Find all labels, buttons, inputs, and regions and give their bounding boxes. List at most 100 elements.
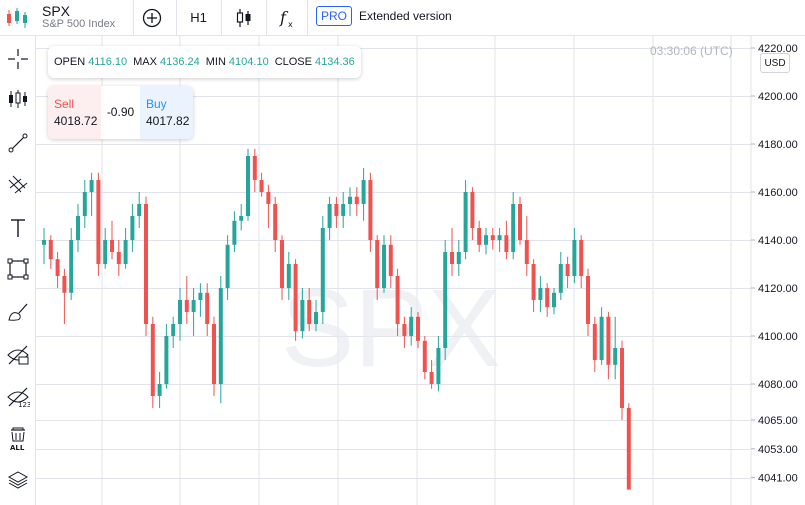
rectangle-tool[interactable] — [4, 255, 32, 283]
candle — [436, 336, 441, 392]
candle — [110, 220, 114, 260]
candle-body — [150, 324, 155, 396]
crosshair-tool[interactable] — [4, 45, 32, 73]
candle-body — [55, 259, 60, 276]
trendline-tool[interactable] — [4, 129, 32, 157]
candle-body — [123, 240, 128, 264]
utc-clock: 03:30:06 (UTC) — [650, 44, 733, 58]
add-indicator-button[interactable] — [134, 0, 170, 35]
candle — [320, 216, 325, 324]
candle-body — [416, 316, 420, 341]
max-label: MAX — [133, 56, 157, 68]
sell-button[interactable]: Sell 4018.72 — [48, 86, 101, 139]
candle-body — [341, 204, 346, 216]
candle — [531, 259, 536, 312]
sell-label: Sell — [54, 97, 75, 111]
candle-body — [518, 204, 522, 240]
brush-tool[interactable] — [4, 298, 32, 326]
y-tick-label: 4200.00 — [758, 91, 798, 103]
candle — [252, 148, 257, 192]
candle-body — [218, 288, 223, 384]
hide-drawings-tool[interactable] — [4, 341, 32, 369]
candle — [96, 172, 101, 276]
candle — [48, 235, 53, 269]
svg-text:x: x — [288, 20, 293, 29]
candle — [273, 196, 278, 252]
currency-button[interactable]: USD — [760, 53, 790, 73]
candle — [293, 259, 298, 341]
candle — [382, 235, 386, 293]
svg-text:123: 123 — [18, 401, 30, 408]
candle-body — [320, 228, 325, 312]
candles-tool[interactable] — [4, 85, 32, 113]
candle-body — [572, 240, 577, 276]
candle-body — [286, 264, 291, 288]
candle-body — [620, 348, 624, 408]
pro-badge[interactable]: PRO — [316, 6, 353, 26]
buy-price: 4017.82 — [146, 114, 190, 128]
extended-version-link[interactable]: Extended version — [359, 9, 452, 23]
candle — [69, 228, 74, 300]
candle-body — [246, 156, 250, 216]
candle — [62, 268, 67, 324]
candle — [599, 307, 604, 365]
candle — [375, 235, 380, 300]
chart-type-button[interactable] — [222, 0, 265, 35]
candle-body — [443, 252, 448, 348]
spread-value: -0.90 — [106, 105, 135, 119]
candle-body — [137, 204, 142, 216]
candle-body — [314, 312, 318, 324]
candle — [171, 316, 176, 348]
candle-body — [212, 324, 216, 384]
candle — [157, 372, 162, 408]
candle — [429, 360, 434, 389]
candle-body — [382, 244, 386, 288]
layers-tool[interactable] — [4, 466, 32, 494]
plus-circle-icon — [142, 8, 162, 27]
candle — [518, 196, 522, 245]
hide-indicators-tool[interactable]: 123 — [4, 383, 32, 411]
symbol-ticker[interactable]: SPX — [42, 3, 71, 19]
hide-drawings-icon — [7, 345, 29, 365]
buy-button[interactable]: Buy 4017.82 — [140, 86, 193, 139]
candle — [545, 283, 550, 317]
candle-body — [300, 300, 305, 332]
text-tool[interactable] — [4, 214, 32, 242]
candle-body — [402, 324, 407, 336]
timeframe-button[interactable]: H1 — [190, 10, 207, 25]
candle — [443, 240, 448, 360]
candles — [42, 148, 631, 490]
candle — [613, 316, 618, 380]
candle-body — [239, 216, 244, 221]
candle — [395, 268, 400, 336]
svg-text:ALL: ALL — [10, 444, 25, 451]
candle-body — [477, 228, 482, 245]
candle-body — [164, 336, 169, 384]
candle — [89, 172, 94, 216]
candle — [246, 148, 250, 221]
candle-body — [89, 180, 94, 192]
pitchfork-tool[interactable] — [4, 171, 32, 199]
remove-all-tool[interactable]: ALL — [4, 425, 32, 453]
pitchfork-icon — [8, 175, 28, 194]
candle — [592, 316, 597, 372]
candle — [259, 172, 264, 197]
candle — [191, 288, 196, 336]
candle — [239, 204, 244, 231]
min-value: 4104.10 — [228, 56, 269, 68]
candle-body — [552, 292, 556, 308]
candle-body — [565, 264, 570, 276]
candle-body — [48, 240, 53, 260]
candle — [103, 228, 108, 269]
top-toolbar: SPX S&P 500 Index H1 f x PRO Extended ve… — [0, 0, 805, 36]
candle-body — [558, 264, 563, 293]
toolbar-divider — [221, 0, 222, 35]
candle-body — [429, 372, 434, 384]
sell-price: 4018.72 — [54, 114, 98, 128]
candle — [130, 204, 135, 252]
candle-body — [626, 408, 631, 490]
price-chart[interactable]: SPX 4041.004053.004065.004080.004100.004… — [36, 36, 805, 505]
indicators-button[interactable]: f x — [267, 0, 307, 35]
candle-body — [232, 220, 237, 245]
candle — [490, 228, 495, 250]
